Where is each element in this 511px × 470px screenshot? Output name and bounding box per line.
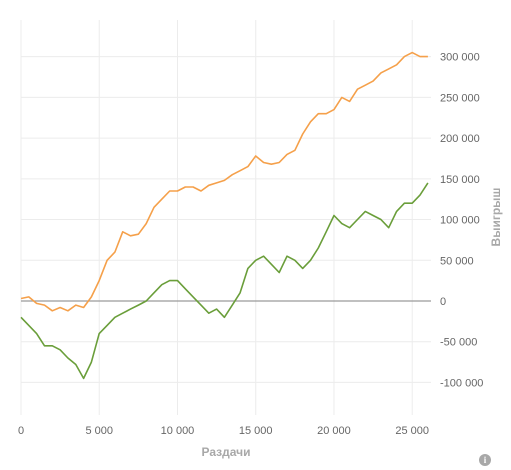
y-axis-title: Выигрыш	[489, 188, 503, 247]
y-tick-label: 300 000	[440, 52, 480, 64]
y-tick-label: 100 000	[440, 215, 480, 227]
x-tick-label: 10 000	[161, 425, 195, 437]
y-tick-label: -100 000	[440, 377, 483, 389]
y-tick-label: 250 000	[440, 92, 480, 104]
x-tick-labels: 0 5 000 10 000 15 000 20 000 25 000	[18, 425, 429, 437]
y-tick-label: 150 000	[440, 174, 480, 186]
series-group	[20, 51, 429, 380]
y-tick-label: 200 000	[440, 133, 480, 145]
y-tick-label: 50 000	[440, 255, 474, 267]
x-tick-label: 5 000	[85, 425, 113, 437]
x-tick-label: 15 000	[239, 425, 273, 437]
series-line-2	[20, 182, 429, 380]
series-line-1	[20, 51, 428, 312]
y-tick-label: -50 000	[440, 337, 477, 349]
x-tick-label: 25 000	[395, 425, 429, 437]
x-gridlines	[20, 20, 413, 415]
y-gridlines	[21, 56, 431, 383]
y-tick-labels: 300 000 250 000 200 000 150 000 100 000 50 00…	[440, 52, 483, 390]
info-icon[interactable]: i	[479, 454, 491, 466]
x-axis-title: Раздачи	[202, 445, 251, 459]
x-tick-label: 0	[18, 425, 24, 437]
plot-area	[21, 20, 431, 415]
y-tick-label: 0	[440, 296, 446, 308]
x-tick-label: 20 000	[317, 425, 351, 437]
